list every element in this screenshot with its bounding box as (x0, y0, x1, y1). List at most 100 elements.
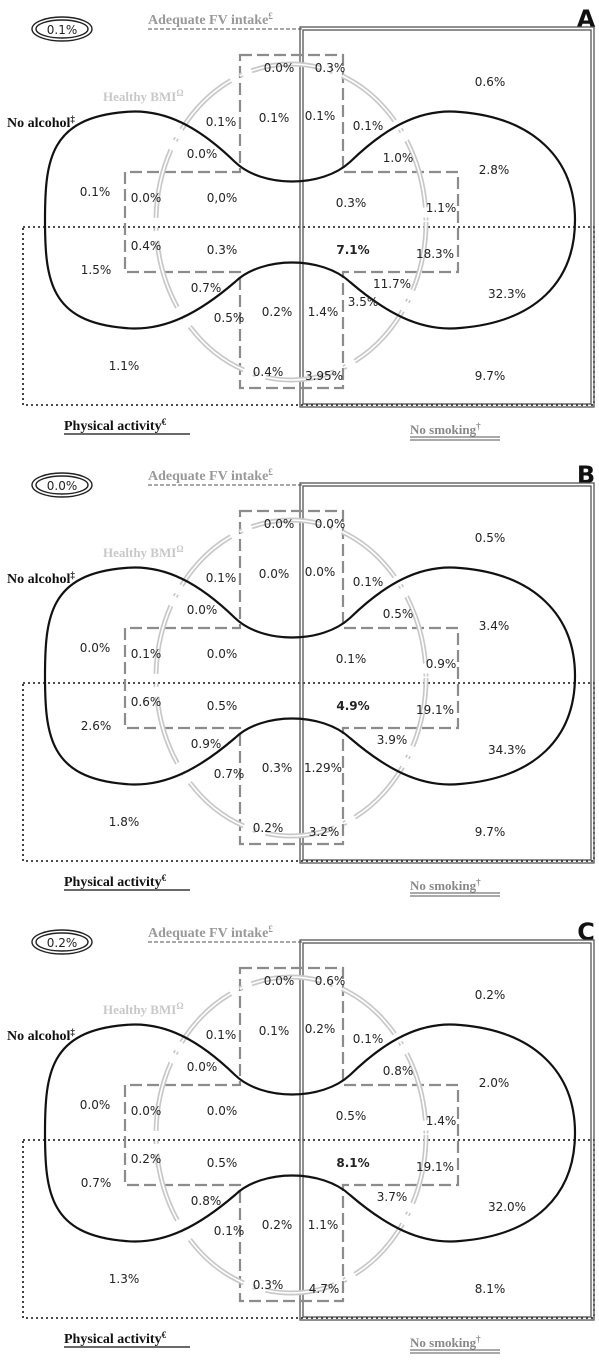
value-fv-bmi-alc: 0.1% (259, 1024, 290, 1038)
no-smoking-region-outer (299, 26, 595, 408)
value-fv-bmi-alc-smk: 0.0% (305, 565, 336, 579)
fv-intake-label-symbol: £ (268, 11, 273, 21)
healthy-bmi-region-gap (155, 976, 427, 1294)
value-alc-smk-notch: 1.0% (383, 151, 414, 165)
fv-intake-label-symbol: £ (268, 467, 273, 477)
none-value: 0.0% (47, 479, 78, 493)
value-pa-fv: 0.2% (253, 821, 284, 835)
no-smoking-region-inner (302, 942, 592, 1318)
value-alc-pa-smk: 32.3% (488, 287, 526, 301)
value-pa-smk-bmi-low: 3.5% (348, 295, 379, 309)
no-smoking-region-inner (302, 29, 592, 405)
value-pa-bmi-notch: 0.9% (191, 737, 222, 751)
value-bmi-alc-smk: 0.1% (353, 119, 384, 133)
panel-letter: A (577, 5, 596, 33)
value-pa-bmi-low: 0.1% (214, 1224, 245, 1238)
healthy-bmi-label-symbol: Ω (176, 88, 183, 98)
no-alcohol-label-symbol: ‡ (70, 570, 75, 580)
value-bmi-alc-notch: 0.0% (187, 603, 218, 617)
value-pa-bmi-low: 0.7% (214, 767, 245, 781)
none-ellipse-outer (31, 16, 93, 42)
fv-intake-label-text: Adequate FV intake (148, 13, 268, 28)
no-smoking-label-text: No smoking (410, 1335, 477, 1350)
no-smoking-region-inner (302, 485, 592, 861)
value-pa-bmi-notch: 0.8% (191, 1194, 222, 1208)
value-pa-fv: 0.3% (253, 1278, 284, 1292)
value-alc-bmi-fv: 0.0% (207, 647, 238, 661)
value-alc-pa: 2.6% (81, 719, 112, 733)
physical-activity-label-text: Physical activity (64, 1332, 162, 1347)
fv-intake-region (123, 509, 460, 846)
fv-intake-label-text: Adequate FV intake (148, 469, 268, 484)
value-top-mid-right: 0.6% (315, 974, 346, 988)
value-top-left-inner: 0.0% (264, 974, 295, 988)
value-alc-only: 0.1% (80, 185, 111, 199)
value-alc-pa-bmi-fv: 0.5% (207, 699, 238, 713)
value-pa-smk: 8.1% (475, 1282, 506, 1296)
value-all-five: 7.1% (336, 243, 369, 257)
value-alc-smk-fv: 0.1% (336, 652, 367, 666)
venn-panel-a-svg: 0.1% A Adequate FV intake£ Healthy BMIΩ No a… (7, 5, 596, 441)
value-all-five: 4.9% (336, 699, 369, 713)
physical-activity-label: Physical activity€ (64, 417, 167, 434)
value-alc-bmi-left: 0.0% (131, 191, 162, 205)
value-alc-smk-right: 2.8% (479, 163, 510, 177)
physical-activity-label: Physical activity€ (64, 1330, 167, 1347)
healthy-bmi-label: Healthy BMIΩ (103, 1001, 184, 1017)
value-alc-pa-bmi-fv: 0.3% (207, 243, 238, 257)
fv-intake-label: Adequate FV intake£ (148, 924, 273, 941)
none-ellipse-outer (31, 472, 93, 498)
value-outer-top-right: 0.2% (475, 988, 506, 1002)
healthy-bmi-label: Healthy BMIΩ (103, 88, 184, 104)
none-ellipse-inner (35, 932, 89, 952)
no-smoking-label-symbol: † (476, 1334, 481, 1344)
value-pa-fv-smk-bmi: 1.4% (308, 305, 339, 319)
value-alc-only: 0.0% (80, 641, 111, 655)
fv-intake-label: Adequate FV intake£ (148, 11, 273, 28)
healthy-bmi-region (153, 517, 429, 839)
value-fv-bmi-alc: 0.0% (259, 567, 290, 581)
none-value: 0.2% (47, 936, 78, 950)
value-top-left-inner: 0.0% (264, 517, 295, 531)
no-smoking-region-outer (299, 939, 595, 1321)
value-alc-bmi-fv: 0,0% (207, 191, 238, 205)
value-alc-smk-bmi: 1.1% (426, 201, 457, 215)
no-smoking-label-symbol: † (476, 421, 481, 431)
no-alcohol-label-text: No alcohol (7, 1029, 71, 1044)
healthy-bmi-label-symbol: Ω (176, 1001, 183, 1011)
physical-activity-label-text: Physical activity (64, 875, 162, 890)
value-pa-fv-smk: 4.7% (309, 1282, 340, 1296)
no-alcohol-label-symbol: ‡ (70, 1027, 75, 1037)
value-alc-smk-right: 2.0% (479, 1076, 510, 1090)
value-alc-pa-smk: 32.0% (488, 1200, 526, 1214)
no-smoking-label-text: No smoking (410, 878, 477, 893)
no-smoking-label: No smoking† (410, 877, 481, 893)
value-alc-pa: 0.7% (81, 1176, 112, 1190)
venn-panel-c-svg: 0.2% C Adequate FV intake£ Healthy BMIΩ No a… (7, 918, 595, 1354)
value-alc-smk-fv: 0.3% (336, 196, 367, 210)
value-pa-fv-smk: 3.95% (305, 369, 343, 383)
value-top-left-inner: 0.0% (264, 61, 295, 75)
value-pa-smk-bmi-notch: 3.9% (377, 733, 408, 747)
physical-activity-label-symbol: € (162, 1330, 167, 1340)
value-alc-pa-smk: 34.3% (488, 743, 526, 757)
venn-panel-b-svg: 0.0% B Adequate FV intake£ Healthy BMIΩ No a… (7, 461, 595, 897)
no-alcohol-region (43, 1023, 577, 1243)
value-alc-pa-bmi: 0.2% (131, 1152, 162, 1166)
value-pa-bmi-low: 0.5% (214, 311, 245, 325)
value-all-five: 8.1% (336, 1156, 369, 1170)
fv-intake-label-text: Adequate FV intake (148, 926, 268, 941)
value-alc-smk-bmi: 0.9% (426, 657, 457, 671)
value-pa-bmi-notch: 0.7% (191, 281, 222, 295)
none-value: 0.1% (47, 23, 78, 37)
value-alc-pa-smk-bmi: 19.1% (416, 1160, 454, 1174)
value-alc-pa-bmi-fv: 0.5% (207, 1156, 238, 1170)
value-alc-pa: 1.5% (81, 263, 112, 277)
value-alc-smk-notch: 0.8% (383, 1064, 414, 1078)
physical-activity-label-text: Physical activity (64, 419, 162, 434)
healthy-bmi-region (153, 61, 429, 383)
physical-activity-label: Physical activity€ (64, 873, 167, 890)
fv-intake-region (123, 966, 460, 1303)
no-smoking-label-symbol: † (476, 877, 481, 887)
none-ellipse-outer (31, 929, 93, 955)
